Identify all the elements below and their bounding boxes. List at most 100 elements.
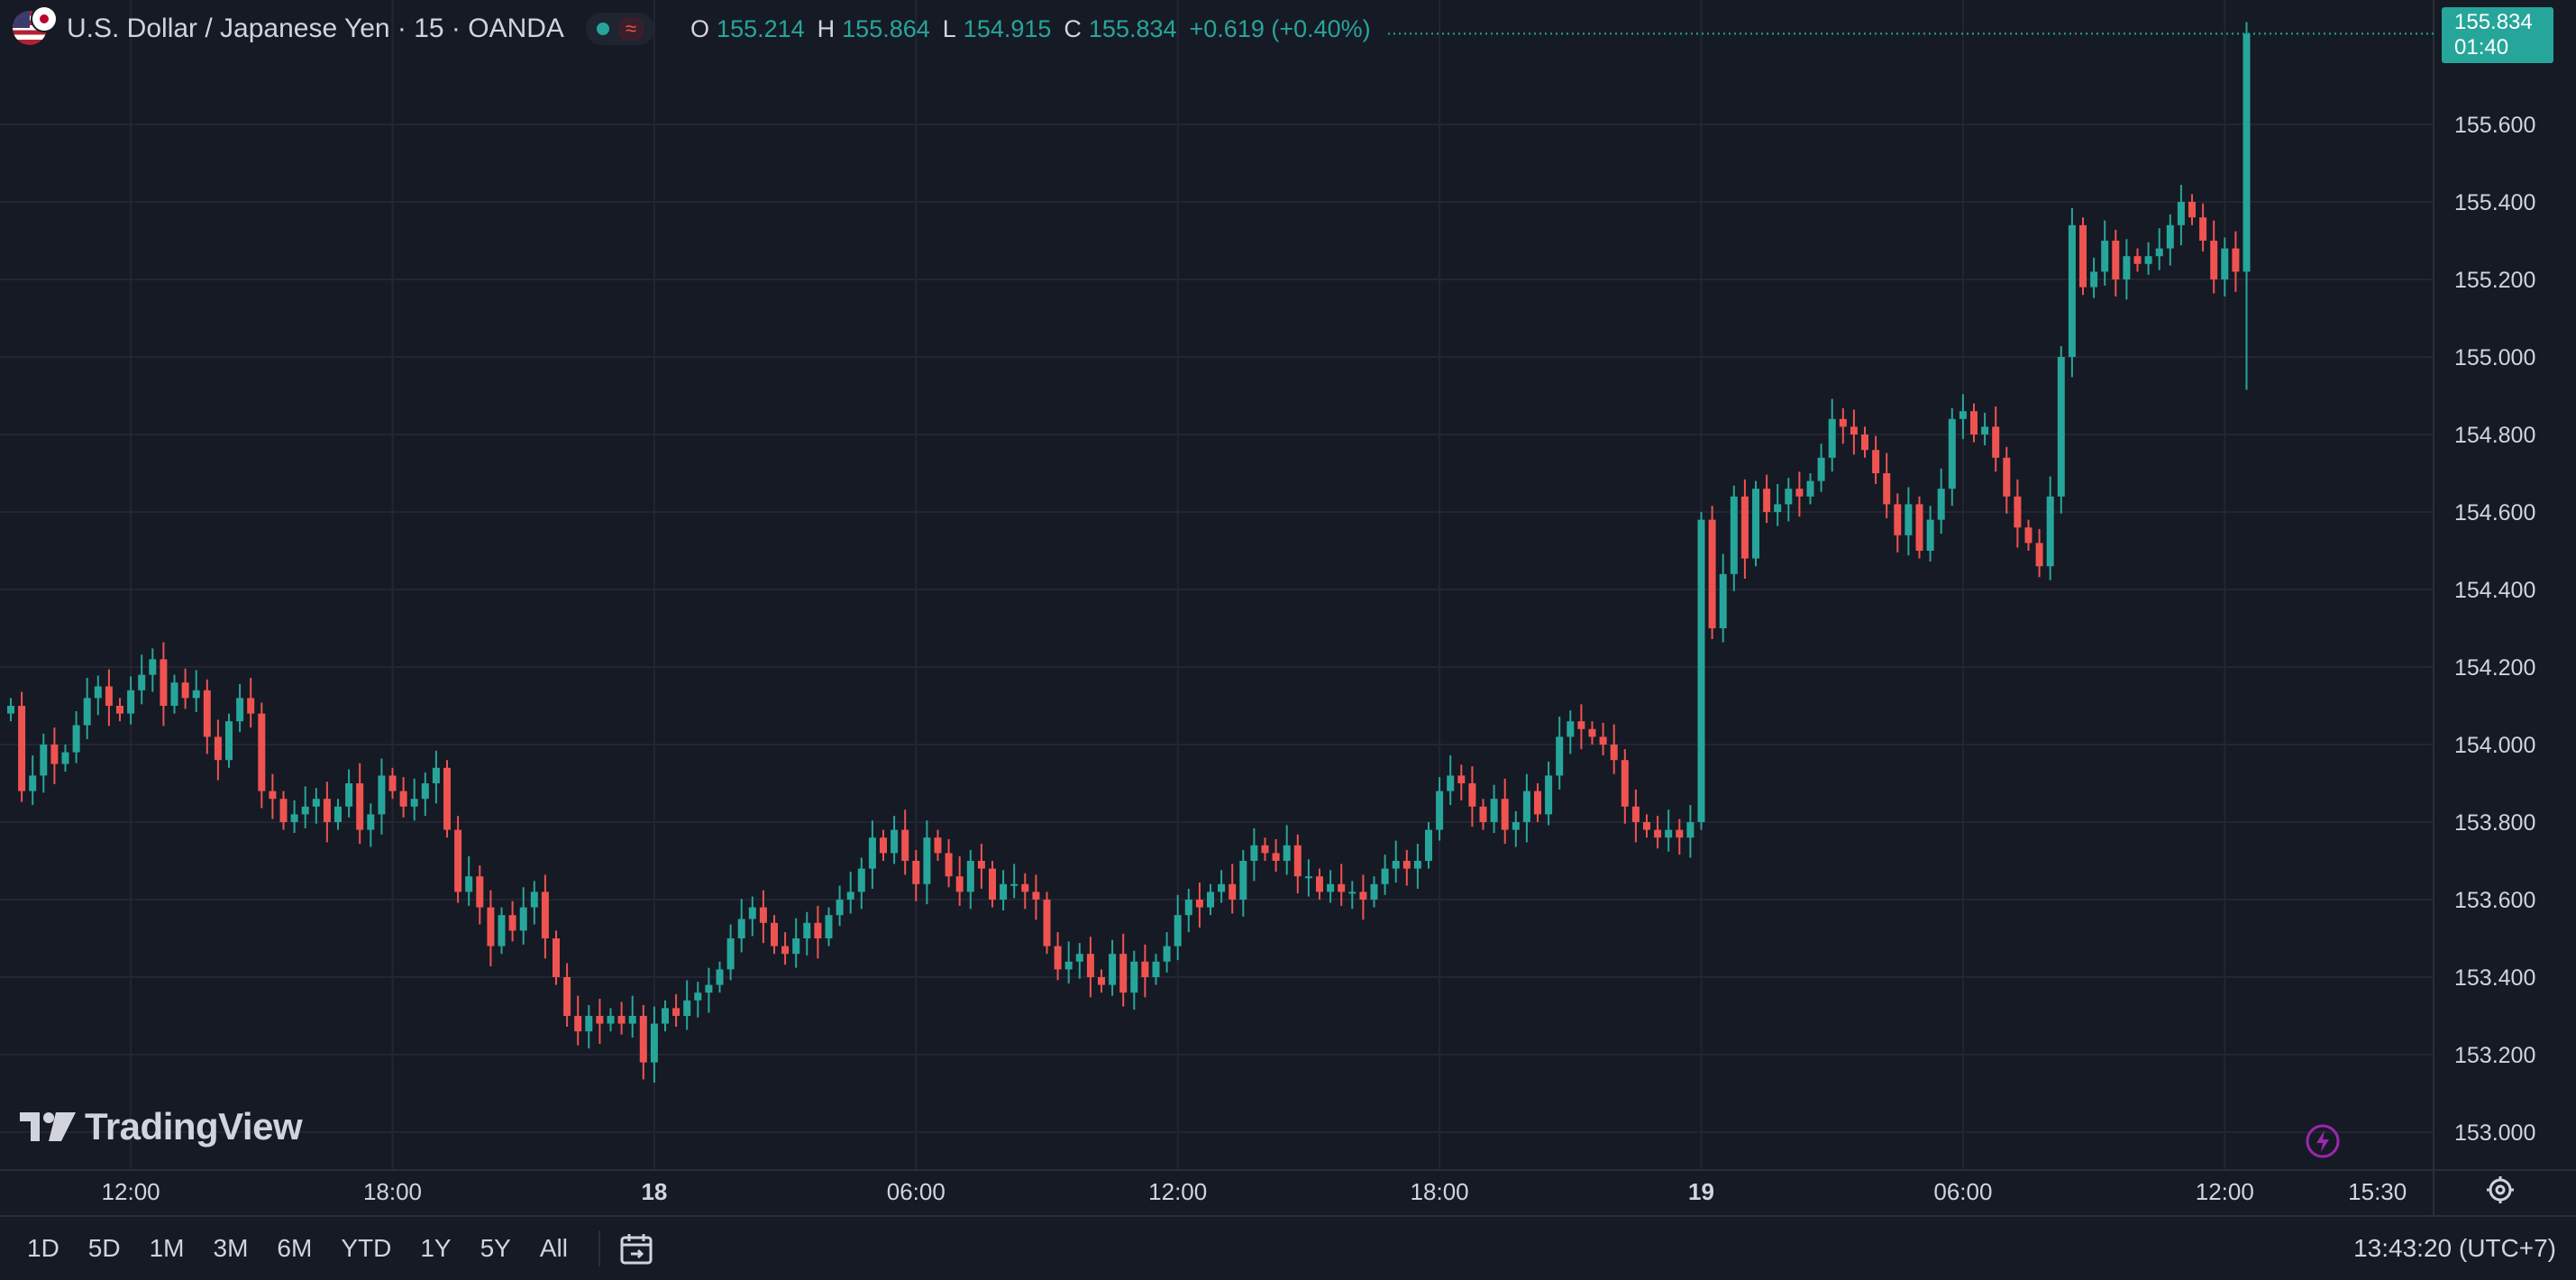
candle-body (1937, 489, 1945, 520)
candle-body (891, 829, 899, 854)
candle-body (443, 767, 451, 830)
candle-body (1086, 954, 1094, 977)
candle-body (1872, 450, 1880, 473)
candle-body (1283, 845, 1291, 861)
candle-body (83, 698, 91, 726)
candle-body (1905, 504, 1913, 535)
candle-body (2079, 224, 2087, 288)
y-tick-label: 153.000 (2454, 1120, 2535, 1146)
candle-body (1195, 900, 1203, 908)
candle-body (388, 775, 397, 791)
candle-body (1327, 883, 1335, 892)
candle-body (1959, 411, 1967, 419)
candle-body (596, 1016, 604, 1024)
candle-body (955, 876, 964, 892)
candle-body (1577, 721, 1585, 729)
candle-body (1381, 868, 1389, 884)
candle-body (1075, 954, 1083, 962)
candle-body (290, 814, 298, 822)
candle-body (72, 725, 80, 753)
go-to-date-calendar-icon[interactable] (617, 1229, 656, 1268)
range-5d-button[interactable]: 5D (87, 1234, 121, 1262)
symbol-title[interactable]: U.S. Dollar / Japanese Yen · 15 · OANDA (67, 14, 564, 43)
candle-body (1338, 883, 1346, 892)
candle-body (1621, 760, 1629, 807)
candle-body (1588, 728, 1596, 737)
candle-body (1425, 829, 1432, 861)
candle-body (1894, 504, 1902, 535)
candle-body (781, 946, 790, 955)
candle-body (1697, 519, 1705, 822)
candle-body (857, 868, 865, 892)
y-tick-label: 154.000 (2454, 733, 2535, 758)
settings-gear-icon[interactable] (2485, 1175, 2516, 1205)
candle-body (432, 767, 440, 783)
tradingview-logo[interactable]: TradingView (20, 1105, 303, 1148)
y-tick-label: 155.200 (2454, 268, 2535, 293)
candle-body (149, 659, 157, 675)
candle-body (771, 922, 778, 946)
candle-body (214, 736, 222, 761)
close-key: C (1064, 14, 1082, 42)
timezone-clock[interactable]: 13:43:20 (UTC+7) (2353, 1234, 2556, 1262)
candle-body (977, 861, 985, 869)
candle-body (2199, 217, 2207, 241)
candle-body (1828, 418, 1836, 458)
candle-body (966, 861, 974, 892)
candle-body (269, 791, 277, 800)
candle-body (1054, 946, 1062, 970)
candle-body (1708, 519, 1716, 628)
candle-body (1490, 799, 1498, 822)
candle-body (1032, 891, 1040, 900)
candle-body (792, 938, 800, 955)
flash-icon[interactable] (2305, 1123, 2341, 1159)
candle-body (541, 891, 549, 938)
candle-body (585, 1016, 593, 1032)
y-tick-label: 154.800 (2454, 423, 2535, 448)
candle-body (639, 1016, 647, 1063)
candle-body (1293, 845, 1302, 877)
candle-body (694, 992, 702, 1001)
candle-body (1316, 876, 1323, 892)
candle-body (2144, 256, 2152, 264)
candle-body (236, 698, 244, 722)
candle-body (1348, 891, 1357, 894)
range-1y-button[interactable]: 1Y (420, 1234, 452, 1262)
candle-body (410, 799, 418, 807)
range-1m-button[interactable]: 1M (149, 1234, 185, 1262)
candle-body (1479, 806, 1487, 822)
candle-body (105, 686, 113, 706)
candle-body (1304, 876, 1312, 879)
candle-body (662, 1008, 669, 1024)
range-5y-button[interactable]: 5Y (480, 1234, 511, 1262)
last-price-tag: 155.834 01:40 (2442, 7, 2553, 63)
market-status-pill[interactable]: ≈ (585, 13, 655, 45)
candle-body (2112, 241, 2120, 279)
candle-body (1926, 519, 1934, 551)
x-tick-label: 18:00 (363, 1178, 422, 1205)
range-all-button[interactable]: All (539, 1234, 568, 1262)
candle-body (519, 907, 527, 931)
candle-body (2035, 543, 2043, 567)
candle-body (759, 907, 767, 923)
candle-body (2014, 496, 2022, 528)
range-1d-button[interactable]: 1D (27, 1234, 59, 1262)
range-3m-button[interactable]: 3M (213, 1234, 249, 1262)
low-key: L (942, 14, 956, 42)
range-ytd-button[interactable]: YTD (341, 1234, 392, 1262)
high-value: 155.864 (842, 14, 930, 42)
candle-body (2090, 271, 2098, 288)
high-key: H (817, 14, 836, 42)
range-6m-button[interactable]: 6M (277, 1234, 313, 1262)
y-tick-label: 154.600 (2454, 500, 2535, 526)
candle-body (61, 752, 69, 764)
candle-body (1402, 861, 1411, 869)
candle-body (1915, 504, 1923, 551)
candle-body (2101, 241, 2109, 272)
y-tick-label: 154.200 (2454, 655, 2535, 681)
candle-body (1763, 489, 1771, 512)
candle-body (1207, 891, 1214, 908)
x-tick-label: 18 (641, 1178, 667, 1205)
candle-body (846, 891, 854, 900)
